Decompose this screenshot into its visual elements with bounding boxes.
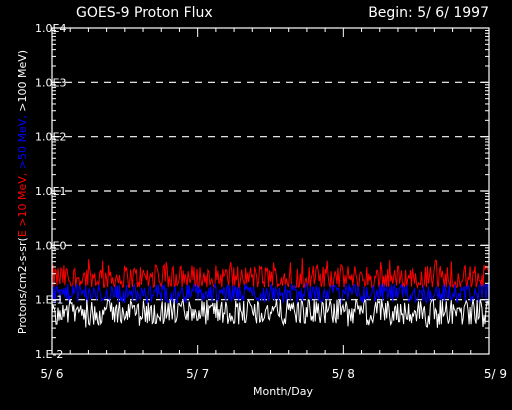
y-tick-label: 1.0E2 — [35, 131, 66, 144]
x-tick-label: 5/ 8 — [332, 367, 355, 381]
y-axis-label-suffix: ) — [16, 50, 29, 54]
axes — [51, 27, 490, 355]
x-tick-label: 5/ 9 — [484, 367, 507, 381]
series-lines — [51, 257, 490, 328]
y-axis-label-100mev: >100 MeV — [16, 54, 29, 112]
x-axis-label: Month/Day — [253, 385, 313, 398]
x-tick-label: 5/ 6 — [40, 367, 63, 381]
series-line-100mev — [51, 298, 490, 328]
grid-lines — [52, 81, 489, 301]
y-axis-label-50mev: >50 MeV, — [16, 112, 29, 170]
series-line-50mev — [51, 282, 490, 305]
tick-labels: 1.E-2 1.E-1 1.0E0 1.0E1 1.0E2 1.0E3 1.0E4 5/ 6 5… — [35, 22, 507, 381]
x-tick-label: 5/ 7 — [186, 367, 209, 381]
y-axis-label: Protons/cm2-s-sr(E >10 MeV, >50 MeV, >10… — [16, 50, 29, 334]
y-axis-label-10mev: E >10 MeV, — [16, 169, 29, 237]
y-axis-label-prefix: Protons/cm2-s-sr( — [16, 237, 29, 334]
begin-date-label: Begin: 5/ 6/ 1997 — [368, 5, 489, 21]
y-tick-label: 1.E-1 — [35, 294, 63, 307]
y-tick-label: 1.0E3 — [35, 76, 66, 89]
y-tick-label: 1.0E4 — [35, 22, 66, 35]
y-tick-label: 1.0E0 — [35, 239, 66, 252]
series-line-10mev — [51, 257, 490, 289]
chart-title: GOES-9 Proton Flux — [76, 5, 213, 21]
y-tick-label: 1.0E1 — [35, 185, 66, 198]
y-tick-label: 1.E-2 — [35, 348, 63, 361]
